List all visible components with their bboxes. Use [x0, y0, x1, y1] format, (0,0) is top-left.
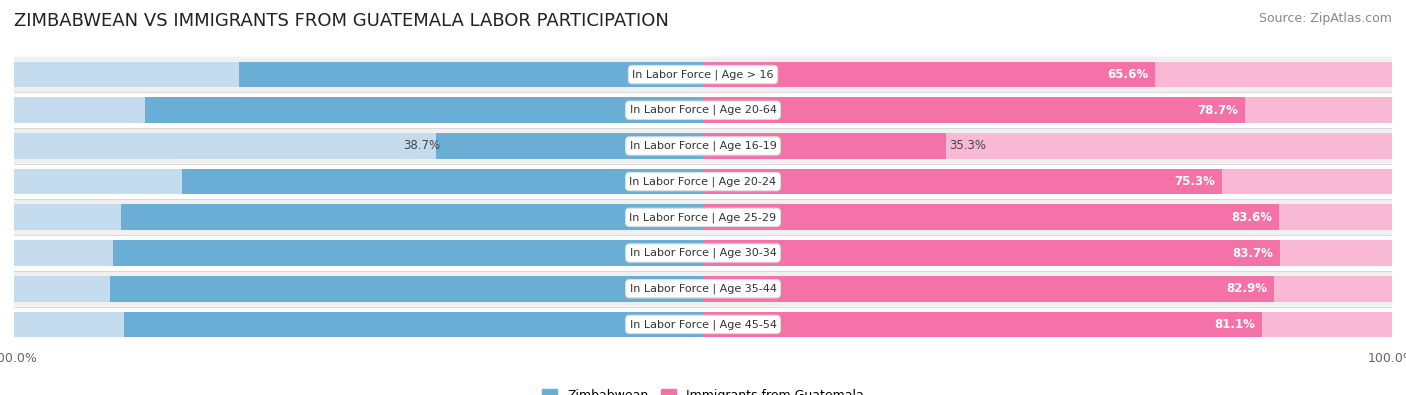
FancyBboxPatch shape: [14, 57, 1392, 92]
Bar: [110, 276, 703, 301]
Text: 75.6%: 75.6%: [641, 175, 682, 188]
Bar: [114, 240, 703, 266]
Text: ZIMBABWEAN VS IMMIGRANTS FROM GUATEMALA LABOR PARTICIPATION: ZIMBABWEAN VS IMMIGRANTS FROM GUATEMALA …: [14, 12, 669, 30]
Bar: [703, 240, 1279, 266]
Text: 83.6%: 83.6%: [1232, 211, 1272, 224]
Bar: [14, 205, 703, 230]
Bar: [14, 240, 703, 266]
Text: In Labor Force | Age 20-24: In Labor Force | Age 20-24: [630, 177, 776, 187]
Bar: [703, 205, 1392, 230]
Text: 82.9%: 82.9%: [1226, 282, 1267, 295]
Text: In Labor Force | Age 35-44: In Labor Force | Age 35-44: [630, 284, 776, 294]
Bar: [14, 133, 703, 159]
Text: In Labor Force | Age 16-19: In Labor Force | Age 16-19: [630, 141, 776, 151]
FancyBboxPatch shape: [14, 307, 1392, 342]
FancyBboxPatch shape: [14, 235, 1392, 271]
Bar: [703, 169, 1392, 194]
Text: 78.7%: 78.7%: [1198, 104, 1239, 117]
Text: 81.1%: 81.1%: [1213, 318, 1254, 331]
Bar: [145, 98, 703, 123]
Bar: [14, 98, 703, 123]
Bar: [14, 276, 703, 301]
Text: In Labor Force | Age 45-54: In Labor Force | Age 45-54: [630, 319, 776, 330]
Bar: [703, 98, 1392, 123]
Text: 75.3%: 75.3%: [1174, 175, 1215, 188]
Bar: [183, 169, 703, 194]
FancyBboxPatch shape: [14, 164, 1392, 199]
Text: 84.0%: 84.0%: [641, 318, 682, 331]
Bar: [703, 133, 1392, 159]
Bar: [703, 312, 1261, 337]
Bar: [14, 62, 703, 87]
Bar: [436, 133, 703, 159]
Text: 83.7%: 83.7%: [1232, 246, 1272, 260]
Bar: [703, 312, 1392, 337]
Text: In Labor Force | Age 30-34: In Labor Force | Age 30-34: [630, 248, 776, 258]
Text: 35.3%: 35.3%: [949, 139, 987, 152]
Text: In Labor Force | Age 20-64: In Labor Force | Age 20-64: [630, 105, 776, 115]
FancyBboxPatch shape: [14, 128, 1392, 164]
Bar: [703, 62, 1154, 87]
Text: 85.6%: 85.6%: [641, 246, 682, 260]
Text: 67.3%: 67.3%: [641, 68, 682, 81]
Bar: [703, 133, 946, 159]
Text: 65.6%: 65.6%: [1107, 68, 1149, 81]
Text: In Labor Force | Age 25-29: In Labor Force | Age 25-29: [630, 212, 776, 222]
Bar: [703, 205, 1279, 230]
Text: 84.5%: 84.5%: [641, 211, 682, 224]
Bar: [703, 98, 1246, 123]
FancyBboxPatch shape: [14, 271, 1392, 307]
Text: 81.0%: 81.0%: [641, 104, 682, 117]
Text: In Labor Force | Age > 16: In Labor Force | Age > 16: [633, 69, 773, 80]
Bar: [703, 276, 1274, 301]
Bar: [121, 205, 703, 230]
FancyBboxPatch shape: [14, 199, 1392, 235]
Bar: [14, 169, 703, 194]
Bar: [703, 240, 1392, 266]
Bar: [703, 62, 1392, 87]
Bar: [703, 276, 1392, 301]
Text: 86.1%: 86.1%: [641, 282, 682, 295]
Bar: [239, 62, 703, 87]
Bar: [703, 169, 1222, 194]
Bar: [124, 312, 703, 337]
Text: 38.7%: 38.7%: [402, 139, 440, 152]
FancyBboxPatch shape: [14, 92, 1392, 128]
Legend: Zimbabwean, Immigrants from Guatemala: Zimbabwean, Immigrants from Guatemala: [537, 384, 869, 395]
Text: Source: ZipAtlas.com: Source: ZipAtlas.com: [1258, 12, 1392, 25]
Bar: [14, 312, 703, 337]
